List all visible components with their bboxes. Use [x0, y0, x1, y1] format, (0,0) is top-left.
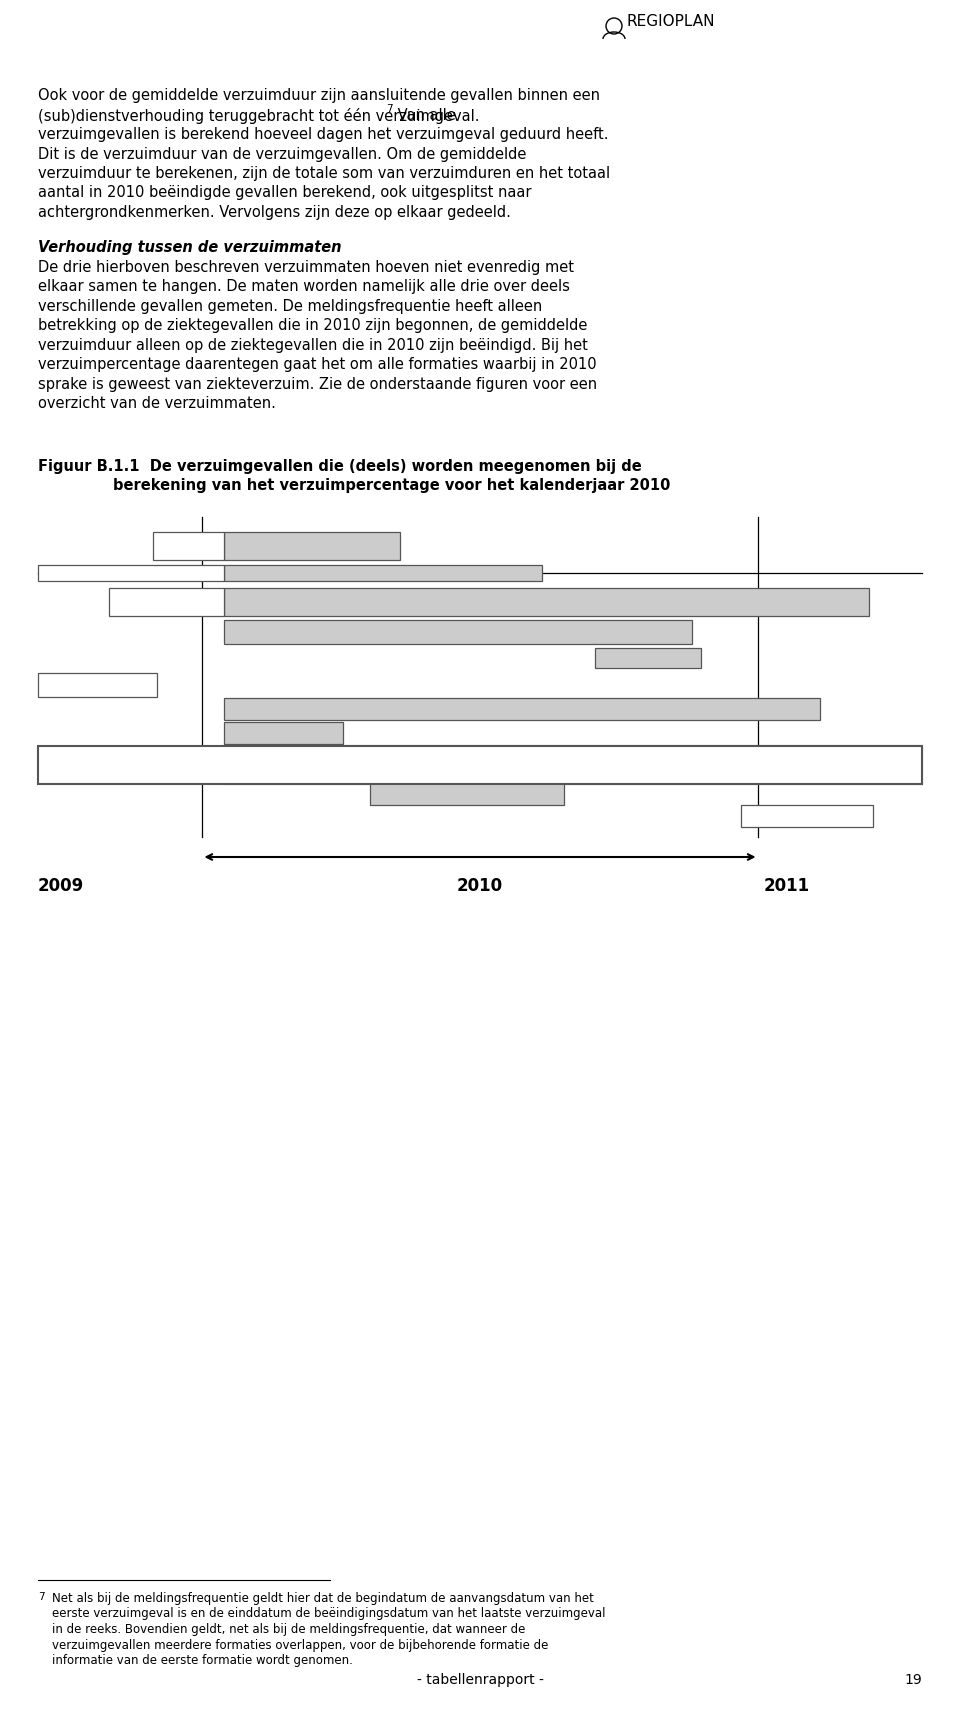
Text: Dit is de verzuimduur van de verzuimgevallen. Om de gemiddelde: Dit is de verzuimduur van de verzuimgeva… — [38, 147, 526, 161]
Bar — [224, 747, 922, 784]
Text: REGIOPLAN: REGIOPLAN — [626, 14, 714, 29]
Bar — [224, 588, 869, 615]
Text: 2011: 2011 — [763, 877, 809, 896]
Text: 19: 19 — [904, 1673, 922, 1687]
Bar — [38, 673, 157, 697]
Text: Van alle: Van alle — [393, 108, 455, 123]
Text: achtergrondkenmerken. Vervolgens zijn deze op elkaar gedeeld.: achtergrondkenmerken. Vervolgens zijn de… — [38, 205, 511, 220]
Bar — [38, 566, 224, 581]
Text: Verhouding tussen de verzuimmaten: Verhouding tussen de verzuimmaten — [38, 239, 342, 255]
Text: (sub)dienstverhouding teruggebracht tot één verzuimgeval.: (sub)dienstverhouding teruggebracht tot … — [38, 108, 479, 123]
Bar — [224, 531, 400, 561]
Text: verzuimduur alleen op de ziektegevallen die in 2010 zijn beëindigd. Bij het: verzuimduur alleen op de ziektegevallen … — [38, 338, 588, 352]
Bar — [38, 747, 922, 784]
Text: 2010: 2010 — [457, 877, 503, 896]
Text: 7: 7 — [38, 1593, 44, 1601]
Bar — [153, 531, 224, 561]
Text: betrekking op de ziektegevallen die in 2010 zijn begonnen, de gemiddelde: betrekking op de ziektegevallen die in 2… — [38, 318, 588, 333]
Text: verzuimgevallen meerdere formaties overlappen, voor de bijbehorende formatie de: verzuimgevallen meerdere formaties overl… — [52, 1639, 548, 1651]
Text: De drie hierboven beschreven verzuimmaten hoeven niet evenredig met: De drie hierboven beschreven verzuimmate… — [38, 260, 574, 275]
Text: eerste verzuimgeval is en de einddatum de beëindigingsdatum van het laatste verz: eerste verzuimgeval is en de einddatum d… — [52, 1608, 606, 1620]
Text: overzicht van de verzuimmaten.: overzicht van de verzuimmaten. — [38, 396, 276, 412]
Bar — [108, 588, 224, 615]
Text: elkaar samen te hangen. De maten worden namelijk alle drie over deels: elkaar samen te hangen. De maten worden … — [38, 279, 570, 294]
Bar — [224, 620, 692, 644]
Text: in de reeks. Bovendien geldt, net als bij de meldingsfrequentie, dat wanneer de: in de reeks. Bovendien geldt, net als bi… — [52, 1624, 525, 1636]
Text: verzuimduur te berekenen, zijn de totale som van verzuimduren en het totaal: verzuimduur te berekenen, zijn de totale… — [38, 166, 611, 181]
Bar — [595, 648, 701, 668]
Text: - tabellenrapport -: - tabellenrapport - — [417, 1673, 543, 1687]
Text: 2009: 2009 — [38, 877, 84, 896]
Text: verzuimgevallen is berekend hoeveel dagen het verzuimgeval geduurd heeft.: verzuimgevallen is berekend hoeveel dage… — [38, 126, 609, 142]
Bar — [741, 805, 874, 827]
Text: Net als bij de meldingsfrequentie geldt hier dat de begindatum de aanvangsdatum : Net als bij de meldingsfrequentie geldt … — [52, 1593, 594, 1605]
Bar — [370, 783, 564, 805]
Text: Figuur B.1.1  De verzuimgevallen die (deels) worden meegenomen bij de: Figuur B.1.1 De verzuimgevallen die (dee… — [38, 458, 641, 473]
Text: informatie van de eerste formatie wordt genomen.: informatie van de eerste formatie wordt … — [52, 1654, 353, 1666]
Bar — [224, 697, 821, 719]
Text: berekening van het verzuimpercentage voor het kalenderjaar 2010: berekening van het verzuimpercentage voo… — [113, 479, 670, 492]
Text: Ook voor de gemiddelde verzuimduur zijn aansluitende gevallen binnen een: Ook voor de gemiddelde verzuimduur zijn … — [38, 87, 600, 103]
Bar — [224, 566, 541, 581]
Text: verzuimpercentage daarentegen gaat het om alle formaties waarbij in 2010: verzuimpercentage daarentegen gaat het o… — [38, 357, 596, 373]
Bar — [224, 721, 343, 743]
Text: 7: 7 — [386, 104, 393, 113]
Text: aantal in 2010 beëindigde gevallen berekend, ook uitgesplitst naar: aantal in 2010 beëindigde gevallen berek… — [38, 186, 532, 200]
Text: sprake is geweest van ziekteverzuim. Zie de onderstaande figuren voor een: sprake is geweest van ziekteverzuim. Zie… — [38, 376, 597, 391]
Text: verschillende gevallen gemeten. De meldingsfrequentie heeft alleen: verschillende gevallen gemeten. De meldi… — [38, 299, 542, 313]
